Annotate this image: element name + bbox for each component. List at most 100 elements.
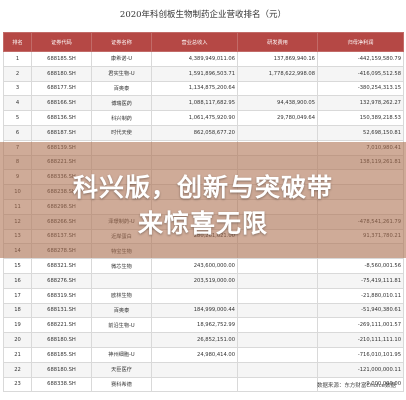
table-cell: 4,389,949,011.06 xyxy=(151,51,238,67)
header-revenue: 营业总收入 xyxy=(151,32,238,52)
table-cell: 1,061,475,920.90 xyxy=(151,110,238,126)
table-cell: 2 xyxy=(3,65,32,82)
table-cell: 1,591,896,503.71 xyxy=(151,65,238,82)
table-cell: 君实生物-U xyxy=(91,65,152,82)
table-cell: 18 xyxy=(3,302,32,319)
table-row: 5 688136.SH 科兴制药 1,061,475,920.90 29,780,049… xyxy=(3,110,404,126)
table-cell: 6 xyxy=(3,124,32,141)
table-cell: -269,111,001.57 xyxy=(317,317,404,334)
table-cell: -21,880,010.11 xyxy=(317,287,404,304)
table-cell: -716,010,101.95 xyxy=(317,346,404,363)
table-row: 4 688166.SH 博瑞医药 1,088,117,682.95 94,438,900… xyxy=(3,95,404,112)
table-cell: 百奥泰 xyxy=(91,80,152,97)
table-cell: 神州细胞-U xyxy=(91,346,152,363)
table-cell: 862,058,677.20 xyxy=(151,124,238,141)
table-cell: 欧林生物 xyxy=(91,287,152,304)
source-note: 数据来源：东方财富Choice数据 xyxy=(316,383,396,389)
page-title: 2020年科创板生物制药企业营收排名（元） xyxy=(119,10,287,20)
table-cell: 1,088,117,682.95 xyxy=(151,95,238,112)
table-cell: -8,560,001.56 xyxy=(317,258,404,274)
table-cell: 688185.SH xyxy=(31,346,92,363)
table-cell xyxy=(237,124,318,141)
table-cell: 688180.SH xyxy=(31,65,92,82)
table-cell: 15 xyxy=(3,258,32,274)
table-cell xyxy=(151,376,238,393)
table-cell: -416,095,512.58 xyxy=(317,65,404,82)
table-cell xyxy=(91,332,152,348)
table-cell xyxy=(151,361,238,378)
header-rd: 研发费用 xyxy=(237,32,318,52)
table-cell xyxy=(237,287,318,304)
table-cell: 132,978,262.27 xyxy=(317,95,404,112)
table-cell xyxy=(237,361,318,378)
table-cell: -51,940,380.61 xyxy=(317,302,404,319)
table-cell: 20 xyxy=(3,332,32,348)
table-row: 21 688185.SH 神州细胞-U 24,980,414.00 -716,010,1… xyxy=(3,346,404,363)
header-rank: 排名 xyxy=(3,32,32,52)
table-cell xyxy=(237,258,318,274)
table-cell xyxy=(237,80,318,97)
table-cell: 688338.SH xyxy=(31,376,92,393)
table-cell: 21 xyxy=(3,346,32,363)
table-cell xyxy=(237,317,318,334)
table-cell: 19 xyxy=(3,317,32,334)
table-cell: 688319.SH xyxy=(31,287,92,304)
table-row: 20 688180.SH 26,852,151.00 -210,111,111.10 xyxy=(3,332,404,348)
table-cell: 26,852,151.00 xyxy=(151,332,238,348)
header-name: 证券名称 xyxy=(91,32,152,52)
table-cell: 688180.SH xyxy=(31,332,92,348)
table-cell: 1 xyxy=(3,51,32,67)
table-cell: 1,778,622,998.08 xyxy=(237,65,318,82)
table-cell: 150,389,218.53 xyxy=(317,110,404,126)
table-cell: 184,999,000.44 xyxy=(151,302,238,319)
headline-band xyxy=(0,142,406,258)
table-cell: 康希诺-U xyxy=(91,51,152,67)
table-row: 1 688185.SH 康希诺-U 4,389,949,011.06 137,869,9… xyxy=(3,51,404,67)
table-row: 19 688221.SH 前沿生物-U 18,962,752.99 -269,111,0… xyxy=(3,317,404,334)
table-cell: -442,159,580.79 xyxy=(317,51,404,67)
table-cell: 688166.SH xyxy=(31,95,92,112)
table-cell: 天臣医疗 xyxy=(91,361,152,378)
table-row: 23 688338.SH 赛科希德 -9,000,000.00 xyxy=(3,376,404,393)
table-cell: 94,438,900.05 xyxy=(237,95,318,112)
table-cell: 52,698,150.81 xyxy=(317,124,404,141)
table-cell: 微芯生物 xyxy=(91,258,152,274)
table-cell: 16 xyxy=(3,272,32,289)
table-cell: 203,519,000.00 xyxy=(151,272,238,289)
table-cell: 17 xyxy=(3,287,32,304)
table-cell: 科兴制药 xyxy=(91,110,152,126)
table-cell: 23 xyxy=(3,376,32,393)
headline-line-2: 来惊喜无限 xyxy=(137,209,268,238)
table-cell: 22 xyxy=(3,361,32,378)
table-cell xyxy=(237,302,318,319)
table-cell xyxy=(237,272,318,289)
table-cell: 18,962,752.99 xyxy=(151,317,238,334)
table-cell xyxy=(151,287,238,304)
table-cell: 前沿生物-U xyxy=(91,317,152,334)
table-cell: -9,000,000.00 xyxy=(317,376,404,393)
table-cell: -210,111,111.10 xyxy=(317,332,404,348)
table-cell xyxy=(91,272,152,289)
table-cell: 688180.SH xyxy=(31,361,92,378)
table-row: 6 688187.SH 时代天使 862,058,677.20 52,698,150.8… xyxy=(3,124,404,141)
table-cell: -380,254,313.15 xyxy=(317,80,404,97)
table-row: 22 688180.SH 天臣医疗 -121,000,000.11 xyxy=(3,361,404,378)
table-cell: 688321.SH xyxy=(31,258,92,274)
table-cell: 4 xyxy=(3,95,32,112)
table-cell: 博瑞医药 xyxy=(91,95,152,112)
table-cell: 时代天使 xyxy=(91,124,152,141)
table-cell: -121,000,000.11 xyxy=(317,361,404,378)
header-code: 证券代码 xyxy=(31,32,92,52)
table-cell: 243,600,000.00 xyxy=(151,258,238,274)
table-cell: 29,780,049.64 xyxy=(237,110,318,126)
table-cell: 688131.SH xyxy=(31,302,92,319)
table-row: 15 688321.SH 微芯生物 243,600,000.00 -8,560,001.… xyxy=(3,258,404,274)
header-profit: 归母净利润 xyxy=(317,32,404,52)
table-cell: 688221.SH xyxy=(31,317,92,334)
table-row: 18 688131.SH 百奥泰 184,999,000.44 -51,940,380.… xyxy=(3,302,404,319)
table-cell: 赛科希德 xyxy=(91,376,152,393)
table-cell: 688185.SH xyxy=(31,51,92,67)
table-cell: 百奥泰 xyxy=(91,302,152,319)
table-row: 17 688319.SH 欧林生物 -21,880,010.11 xyxy=(3,287,404,304)
table-cell: 688177.SH xyxy=(31,80,92,97)
